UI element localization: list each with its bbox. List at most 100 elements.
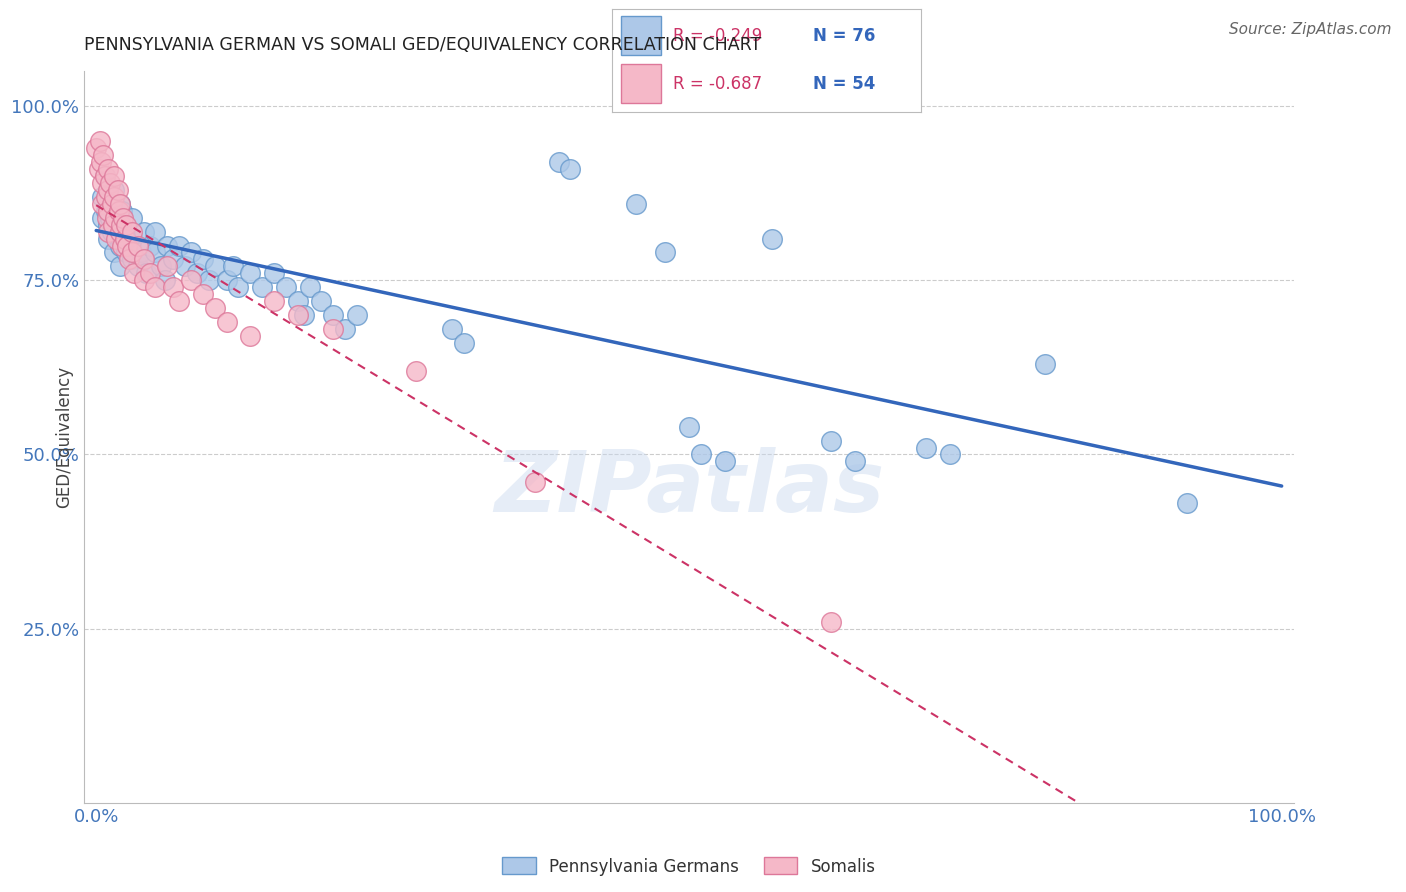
Point	[115, 218, 138, 232]
Point	[938, 448, 960, 462]
Point	[138, 266, 160, 280]
Point	[292, 308, 315, 322]
Point	[180, 273, 202, 287]
Point	[93, 169, 115, 183]
Point	[263, 294, 285, 309]
Point	[127, 238, 149, 252]
Point	[91, 211, 114, 225]
Text: ZIPatlas: ZIPatlas	[494, 447, 884, 530]
Point	[108, 196, 131, 211]
Text: N = 76: N = 76	[813, 27, 875, 45]
Point	[322, 308, 344, 322]
Point	[263, 266, 285, 280]
Point	[127, 238, 149, 252]
Point	[150, 260, 173, 274]
Point	[322, 322, 344, 336]
Point	[132, 273, 155, 287]
Point	[204, 301, 226, 316]
Point	[346, 308, 368, 322]
Point	[287, 308, 309, 322]
Text: PENNSYLVANIA GERMAN VS SOMALI GED/EQUIVALENCY CORRELATION CHART: PENNSYLVANIA GERMAN VS SOMALI GED/EQUIVA…	[84, 36, 762, 54]
Point	[132, 225, 155, 239]
Point	[91, 148, 114, 162]
Point	[100, 225, 122, 239]
Point	[97, 183, 120, 197]
Point	[121, 225, 143, 239]
FancyBboxPatch shape	[621, 16, 661, 55]
Point	[121, 252, 143, 267]
Point	[111, 203, 134, 218]
Point	[114, 231, 136, 245]
Point	[107, 183, 129, 197]
Point	[453, 336, 475, 351]
Point	[713, 454, 735, 468]
Point	[298, 280, 321, 294]
Text: R = -0.687: R = -0.687	[673, 75, 762, 93]
Point	[135, 266, 157, 280]
Point	[239, 329, 262, 343]
Point	[97, 225, 120, 239]
Point	[560, 161, 582, 176]
Point	[84, 141, 107, 155]
Point	[311, 294, 333, 309]
Point	[333, 322, 356, 336]
Point	[678, 419, 700, 434]
Point	[915, 441, 938, 455]
Point	[191, 252, 214, 267]
Point	[198, 273, 221, 287]
Point	[108, 225, 131, 239]
Point	[111, 238, 134, 252]
Text: R = -0.249: R = -0.249	[673, 27, 762, 45]
Point	[93, 169, 115, 183]
Point	[115, 245, 138, 260]
Point	[115, 225, 138, 239]
Point	[1033, 357, 1056, 371]
Point	[97, 231, 120, 245]
Point	[115, 238, 138, 252]
Point	[91, 196, 114, 211]
Point	[228, 280, 250, 294]
Y-axis label: GED/Equivalency: GED/Equivalency	[55, 366, 73, 508]
Point	[90, 155, 112, 169]
Point	[108, 260, 131, 274]
Point	[110, 218, 132, 232]
Point	[100, 196, 122, 211]
Point	[94, 203, 117, 218]
Point	[167, 238, 190, 252]
Point	[97, 218, 120, 232]
Point	[132, 252, 155, 267]
Point	[215, 315, 238, 329]
Point	[523, 475, 546, 490]
Point	[103, 245, 125, 260]
Point	[1175, 496, 1198, 510]
Point	[844, 454, 866, 468]
Point	[97, 203, 120, 218]
Point	[689, 448, 711, 462]
Point	[118, 252, 141, 267]
Point	[138, 238, 160, 252]
Point	[129, 245, 152, 260]
Point	[97, 183, 120, 197]
Point	[97, 161, 120, 176]
Point	[103, 196, 125, 211]
Point	[108, 196, 131, 211]
Point	[145, 280, 167, 294]
Point	[121, 231, 143, 245]
Point	[162, 280, 184, 294]
Point	[215, 273, 238, 287]
Point	[162, 252, 184, 267]
Point	[156, 260, 179, 274]
Point	[107, 203, 129, 218]
Point	[167, 294, 190, 309]
Point	[180, 245, 202, 260]
Point	[820, 615, 842, 629]
Legend: Pennsylvania Germans, Somalis: Pennsylvania Germans, Somalis	[496, 851, 882, 882]
Point	[103, 190, 125, 204]
Point	[761, 231, 783, 245]
Point	[100, 211, 122, 225]
Point	[624, 196, 647, 211]
Point	[239, 266, 262, 280]
FancyBboxPatch shape	[621, 64, 661, 103]
Point	[121, 211, 143, 225]
Point	[112, 211, 135, 225]
